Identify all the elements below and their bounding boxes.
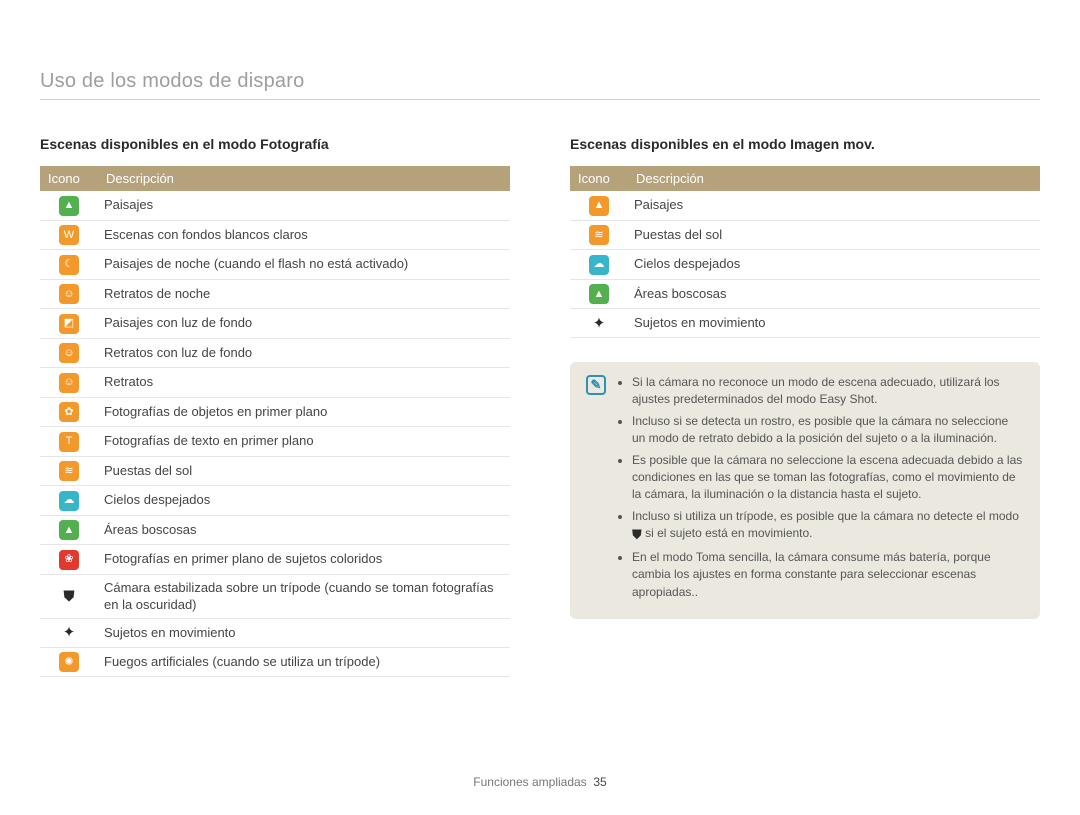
- note-item: Es posible que la cámara no seleccione l…: [632, 452, 1024, 504]
- scene-description: Puestas del sol: [98, 456, 510, 486]
- col-icon-header: Icono: [570, 166, 628, 191]
- scene-description: Cielos despejados: [98, 486, 510, 516]
- col-desc-header: Descripción: [98, 166, 510, 191]
- footer-label: Funciones ampliadas: [473, 775, 586, 789]
- table-row: ☺ Retratos con luz de fondo: [40, 338, 510, 368]
- macro-icon: ✿: [59, 402, 79, 422]
- backlight-landscape-icon: ◩: [59, 314, 79, 334]
- page-footer: Funciones ampliadas 35: [0, 775, 1080, 789]
- macro-color-icon: ❀: [59, 550, 79, 570]
- note-box: ✎ Si la cámara no reconoce un modo de es…: [570, 362, 1040, 619]
- page-number: 35: [593, 775, 606, 789]
- portrait-icon: ☺: [59, 373, 79, 393]
- scene-description: Fotografías de objetos en primer plano: [98, 397, 510, 427]
- scene-description: Retratos: [98, 368, 510, 398]
- note-icon: ✎: [586, 375, 606, 395]
- scene-description: Paisajes de noche (cuando el flash no es…: [98, 250, 510, 280]
- white-icon: W: [59, 225, 79, 245]
- scene-description: Áreas boscosas: [98, 515, 510, 545]
- table-row: ▲ Áreas boscosas: [40, 515, 510, 545]
- tripod-icon: ⛊: [632, 526, 642, 545]
- table-row: ✦ Sujetos en movimiento: [570, 309, 1040, 338]
- col-desc-header: Descripción: [628, 166, 1040, 191]
- scene-description: Retratos con luz de fondo: [98, 338, 510, 368]
- table-row: ≋ Puestas del sol: [40, 456, 510, 486]
- scene-description: Sujetos en movimiento: [98, 618, 510, 647]
- scene-description: Paisajes: [628, 191, 1040, 220]
- forest-icon: ▲: [59, 520, 79, 540]
- motion-icon: ✦: [589, 313, 609, 333]
- table-row: ✦ Sujetos en movimiento: [40, 618, 510, 647]
- table-row: ▲ Paisajes: [40, 191, 510, 220]
- right-heading: Escenas disponibles en el modo Imagen mo…: [570, 136, 1040, 152]
- night-landscape-icon: ☾: [59, 255, 79, 275]
- scene-description: Sujetos en movimiento: [628, 309, 1040, 338]
- scene-description: Fuegos artificiales (cuando se utiliza u…: [98, 647, 510, 677]
- table-row: ≋ Puestas del sol: [570, 220, 1040, 250]
- backlight-portrait-icon: ☺: [59, 343, 79, 363]
- note-item: Incluso si se detecta un rostro, es posi…: [632, 413, 1024, 448]
- scene-description: Puestas del sol: [628, 220, 1040, 250]
- right-column: Escenas disponibles en el modo Imagen mo…: [570, 136, 1040, 677]
- scene-description: Paisajes: [98, 191, 510, 220]
- left-heading: Escenas disponibles en el modo Fotografí…: [40, 136, 510, 152]
- tripod-icon: ⛊: [59, 586, 79, 606]
- photo-scene-table: Icono Descripción ▲ Paisajes W Escenas con …: [40, 166, 510, 677]
- landscape-icon: ▲: [59, 196, 79, 216]
- table-row: ☺ Retratos: [40, 368, 510, 398]
- table-row: ✺ Fuegos artificiales (cuando se utiliza …: [40, 647, 510, 677]
- table-row: W Escenas con fondos blancos claros: [40, 220, 510, 250]
- note-item: En el modo Toma sencilla, la cámara cons…: [632, 549, 1024, 601]
- scene-description: Cielos despejados: [628, 250, 1040, 280]
- table-row: ☺ Retratos de noche: [40, 279, 510, 309]
- macro-text-icon: T: [59, 432, 79, 452]
- sunset-icon: ≋: [589, 225, 609, 245]
- table-row: T Fotografías de texto en primer plano: [40, 427, 510, 457]
- scene-description: Cámara estabilizada sobre un trípode (cu…: [98, 574, 510, 618]
- table-row: ☁ Cielos despejados: [40, 486, 510, 516]
- landscape-icon: ▲: [589, 196, 609, 216]
- table-row: ✿ Fotografías de objetos en primer plano: [40, 397, 510, 427]
- col-icon-header: Icono: [40, 166, 98, 191]
- motion-icon: ✦: [59, 623, 79, 643]
- scene-description: Escenas con fondos blancos claros: [98, 220, 510, 250]
- table-row: ☁ Cielos despejados: [570, 250, 1040, 280]
- night-portrait-icon: ☺: [59, 284, 79, 304]
- sky-icon: ☁: [589, 255, 609, 275]
- forest-icon: ▲: [589, 284, 609, 304]
- table-row: ▲ Áreas boscosas: [570, 279, 1040, 309]
- table-row: ⛊ Cámara estabilizada sobre un trípode (c…: [40, 574, 510, 618]
- table-row: ▲ Paisajes: [570, 191, 1040, 220]
- scene-description: Retratos de noche: [98, 279, 510, 309]
- table-row: ☾ Paisajes de noche (cuando el flash no e…: [40, 250, 510, 280]
- scene-description: Fotografías de texto en primer plano: [98, 427, 510, 457]
- note-item: Si la cámara no reconoce un modo de esce…: [632, 374, 1024, 409]
- note-item: Incluso si utiliza un trípode, es posibl…: [632, 508, 1024, 545]
- left-column: Escenas disponibles en el modo Fotografí…: [40, 136, 510, 677]
- sky-icon: ☁: [59, 491, 79, 511]
- scene-description: Áreas boscosas: [628, 279, 1040, 309]
- note-list: Si la cámara no reconoce un modo de esce…: [616, 374, 1024, 605]
- table-row: ❀ Fotografías en primer plano de sujetos …: [40, 545, 510, 575]
- sunset-icon: ≋: [59, 461, 79, 481]
- fireworks-icon: ✺: [59, 652, 79, 672]
- scene-description: Paisajes con luz de fondo: [98, 309, 510, 339]
- page-title: Uso de los modos de disparo: [40, 70, 1040, 100]
- movie-scene-table: Icono Descripción ▲ Paisajes ≋ Puestas del …: [570, 166, 1040, 338]
- scene-description: Fotografías en primer plano de sujetos c…: [98, 545, 510, 575]
- table-row: ◩ Paisajes con luz de fondo: [40, 309, 510, 339]
